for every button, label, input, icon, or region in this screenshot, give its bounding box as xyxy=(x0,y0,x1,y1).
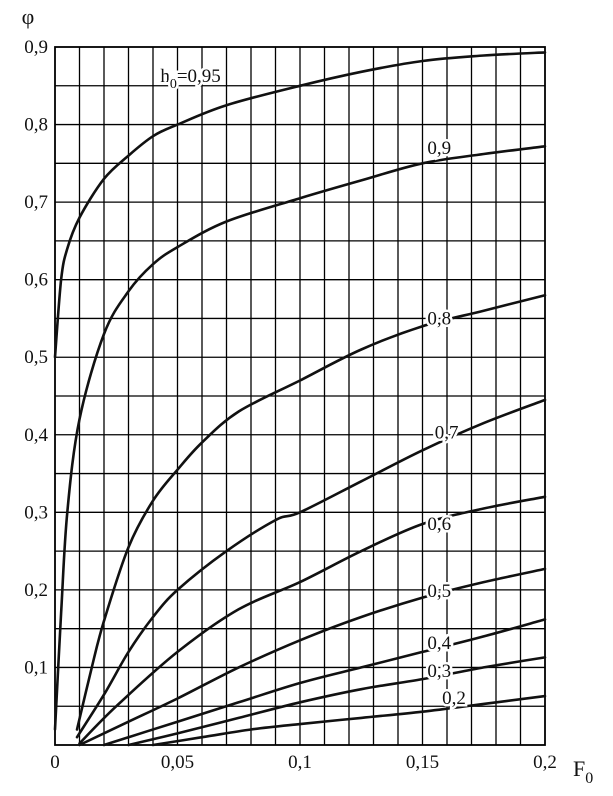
series-line-6 xyxy=(102,618,547,747)
series-line-2 xyxy=(75,293,547,731)
series-line-4 xyxy=(78,495,547,745)
y-tick-label: 0,2 xyxy=(24,580,48,601)
y-tick-label: 0,3 xyxy=(24,502,48,523)
series-label-2: 0,8 xyxy=(427,309,451,330)
x-tick-label: 0,1 xyxy=(288,752,312,773)
series-line-7 xyxy=(127,656,547,747)
x-axis-label-main: F xyxy=(573,756,585,781)
series-label-5: 0,5 xyxy=(427,581,451,602)
series-line-5 xyxy=(78,567,547,747)
series-label-4: 0,6 xyxy=(427,514,451,535)
y-axis-label: φ xyxy=(22,4,35,29)
series-label-8: 0,2 xyxy=(442,688,466,709)
series-label-3: 0,7 xyxy=(435,423,459,444)
series-line-8 xyxy=(151,694,547,747)
series-label-prefix: h xyxy=(160,66,170,87)
series-label-text: =0,95 xyxy=(177,66,221,87)
x-axis-label-subscript: 0 xyxy=(585,770,593,787)
tick-labels: 0 0,05 0,1 0,15 0,2 0,1 0,2 0,3 0,4 0,5 0,6 0,7 0,8 0… xyxy=(24,37,557,773)
x-tick-label: 0,2 xyxy=(533,752,557,773)
y-tick-label: 0,6 xyxy=(24,270,48,291)
y-tick-label: 0,9 xyxy=(24,37,48,58)
y-tick-label: 0,8 xyxy=(24,115,48,136)
x-tick-label: 0,05 xyxy=(161,752,194,773)
curve-labels: h0=0,95 0,9 0,8 0,7 0,6 0,5 0,4 0,3 0,2 xyxy=(158,63,469,711)
series-line-1 xyxy=(53,145,547,731)
plot-frame xyxy=(54,46,546,746)
series-label-6: 0,4 xyxy=(427,633,451,654)
series-label-1: 0,9 xyxy=(427,138,451,159)
y-tick-label: 0,4 xyxy=(24,425,48,446)
series-line-3 xyxy=(75,398,547,739)
series-label-0: h0=0,95 xyxy=(160,66,220,92)
y-tick-label: 0,7 xyxy=(24,192,48,213)
axes xyxy=(54,46,546,746)
series xyxy=(53,51,547,747)
series-label-subscript: 0 xyxy=(170,77,177,92)
series-label-7: 0,3 xyxy=(427,661,451,682)
series-line-0 xyxy=(53,51,547,359)
y-tick-label: 0,1 xyxy=(24,657,48,678)
x-axis-label: F0 xyxy=(573,756,593,787)
x-tick-label: 0 xyxy=(50,752,60,773)
x-tick-label: 0,15 xyxy=(406,752,439,773)
y-tick-label: 0,5 xyxy=(24,347,48,368)
